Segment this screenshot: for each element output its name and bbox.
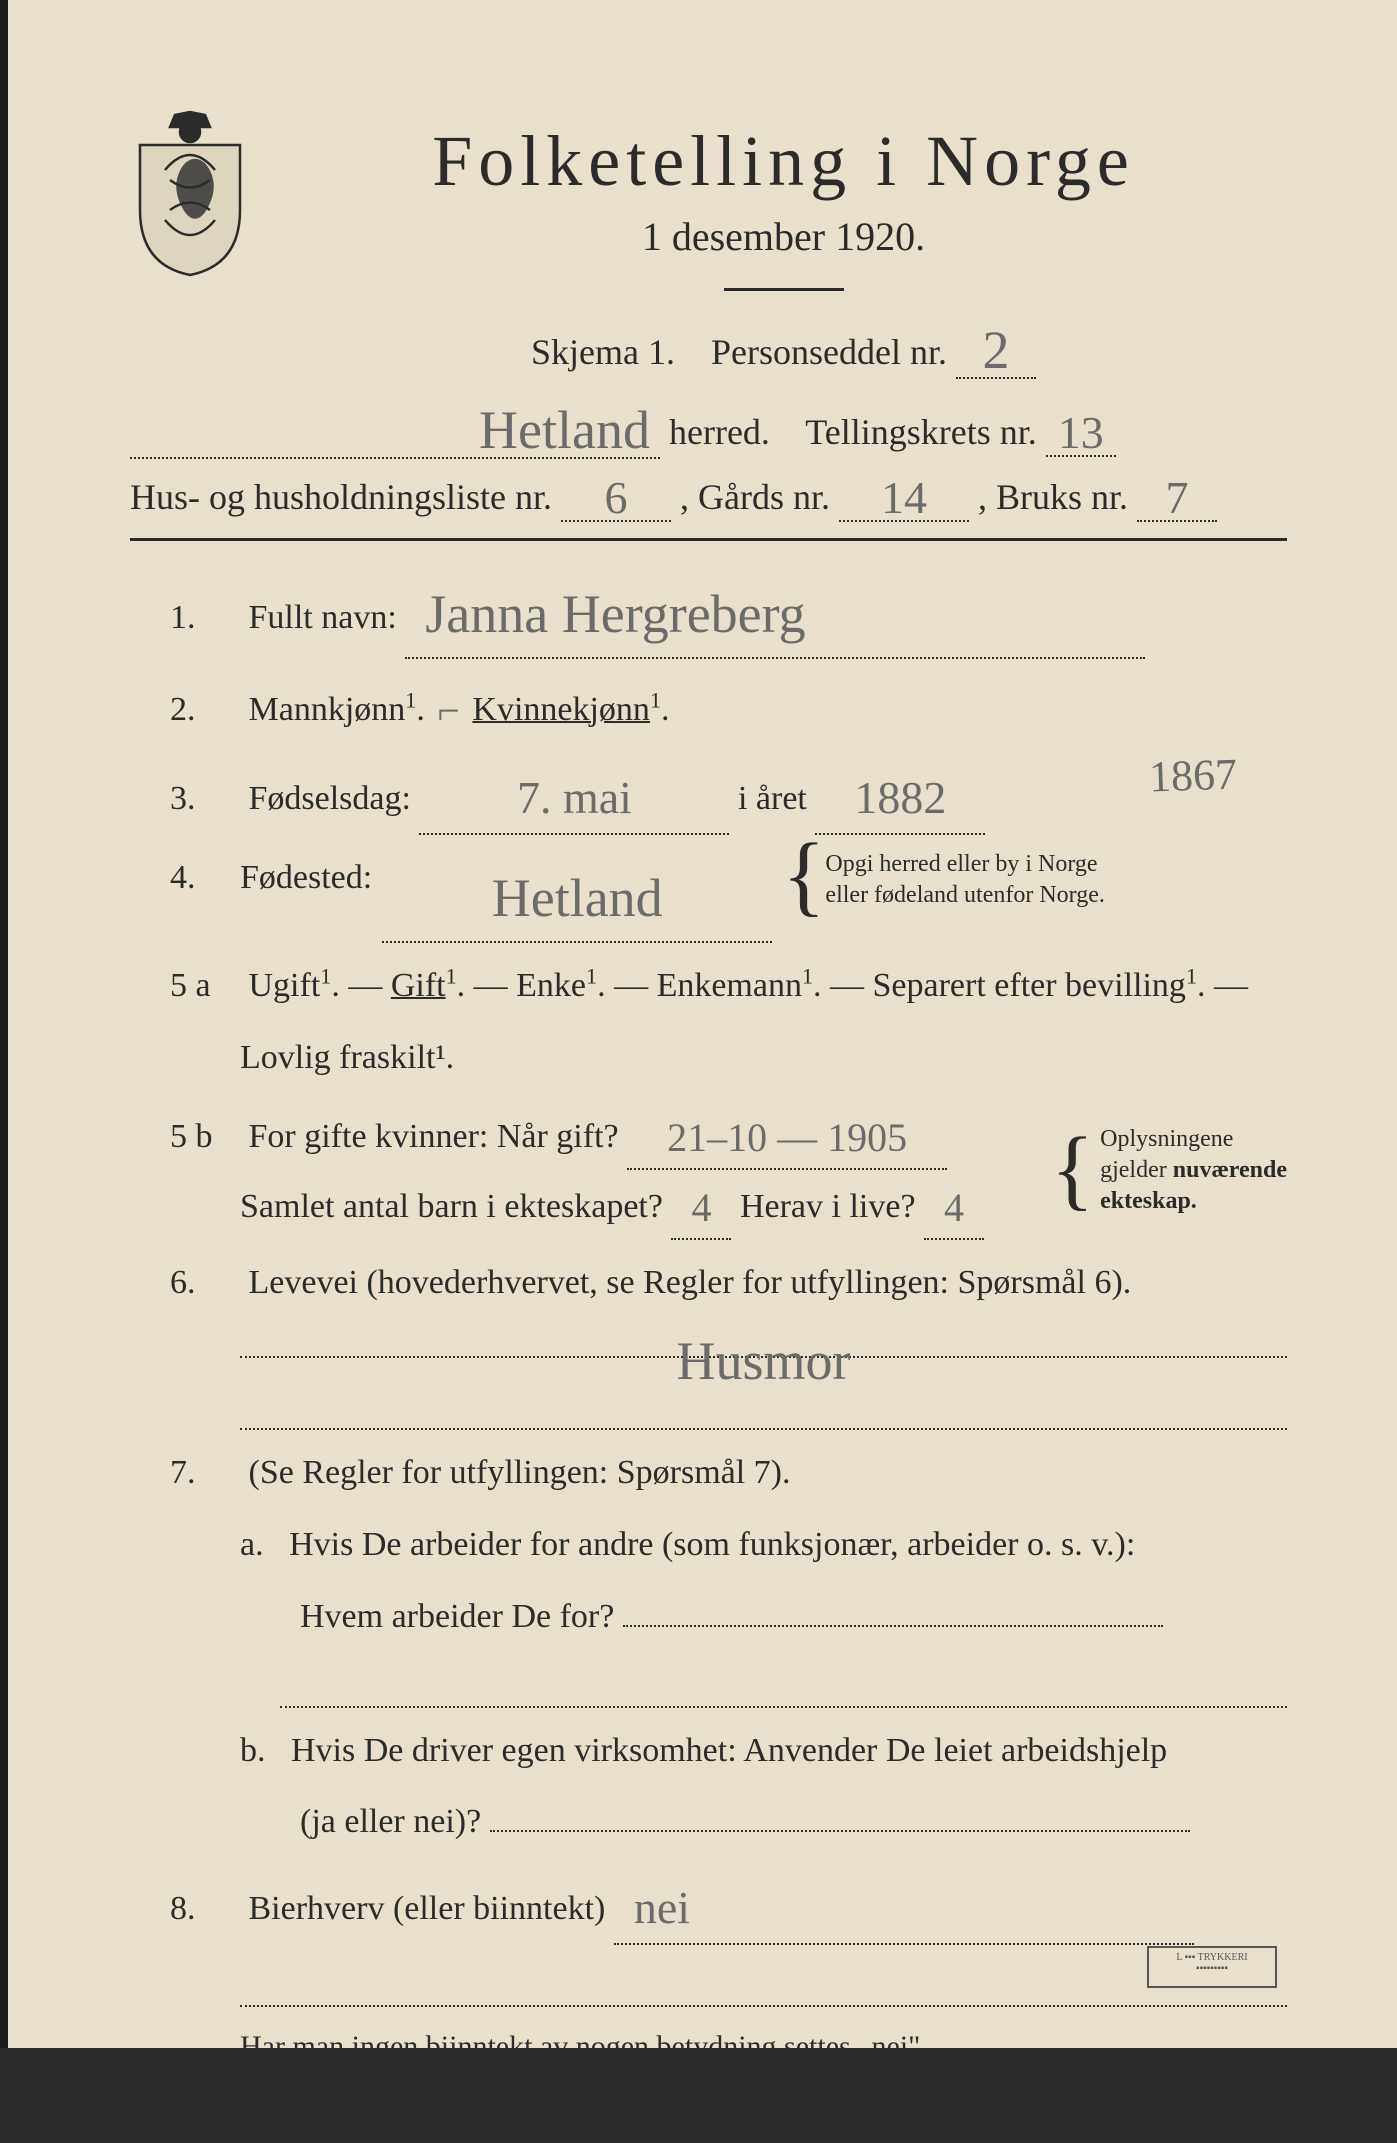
q2: 2. Mannkjønn1. ⌐ Kvinnekjønn1.	[170, 673, 1287, 741]
blank-line-2	[280, 1676, 1287, 1708]
q6: 6. Levevei (hovederhvervet, se Regler fo…	[170, 1254, 1287, 1312]
q3-year-label: i året	[738, 780, 807, 817]
q5b-val3: 4	[944, 1174, 964, 1242]
q3-label: Fødselsdag:	[249, 780, 411, 817]
q5a: 5 a Ugift1. — Gift1. — Enke1. — Enkemann…	[170, 957, 1287, 1015]
bruks-nr: 7	[1166, 471, 1189, 524]
divider	[724, 288, 844, 291]
q7a-line2: Hvem arbeider De for?	[300, 1588, 1287, 1646]
q8-value: nei	[634, 1869, 690, 1947]
q6-num: 6.	[170, 1254, 240, 1312]
q7a-text: Hvis De arbeider for andre (som funksjon…	[289, 1526, 1135, 1563]
footnote-num: 1	[130, 2114, 138, 2131]
q7a-letter: a.	[240, 1526, 264, 1563]
footnote-text: Her kan svares ved tydelig understreknin…	[150, 2116, 797, 2142]
q3-num: 3.	[170, 770, 240, 828]
census-form: Folketelling i Norge 1 desember 1920. Sk…	[0, 0, 1397, 2048]
q5b-val1: 21–10 — 1905	[667, 1104, 907, 1172]
q7a-text2: Hvem arbeider De for?	[300, 1598, 614, 1635]
final-note: Har man ingen biinntekt av nogen betydni…	[240, 2021, 1287, 2072]
q2-sup2: 1	[650, 687, 661, 712]
blank-line-1	[240, 1398, 1287, 1430]
bruks-label: , Bruks nr.	[978, 477, 1128, 517]
q2-num: 2.	[170, 681, 240, 739]
q4-note2: eller fødeland utenfor Norge.	[825, 882, 1104, 908]
hus-nr: 6	[605, 471, 628, 524]
q6-value: Husmor	[677, 1330, 851, 1392]
q4-num: 4.	[170, 849, 240, 907]
q5b: 5 b For gifte kvinner: Når gift? 21–10 —…	[170, 1100, 1287, 1240]
subtitle: 1 desember 1920.	[280, 213, 1287, 260]
q7b-text: Hvis De driver egen virksomhet: Anvender…	[291, 1732, 1167, 1769]
q7b: b. Hvis De driver egen virksomhet: Anven…	[240, 1722, 1287, 1780]
q7-num: 7.	[170, 1444, 240, 1502]
tellingskrets-nr: 13	[1058, 406, 1104, 459]
q7b-text2: (ja eller nei)?	[300, 1803, 481, 1840]
header: Folketelling i Norge 1 desember 1920. Sk…	[130, 100, 1287, 387]
q1-num: 1.	[170, 589, 240, 647]
q5a-num: 5 a	[170, 957, 240, 1015]
brace-icon: {	[782, 849, 825, 903]
herred-value: Hetland	[479, 399, 650, 461]
q5b-note1: Oplysningene	[1100, 1126, 1233, 1152]
blank-line-3	[240, 1975, 1287, 2007]
q1: 1. Fullt navn: Janna Hergreberg	[170, 565, 1287, 659]
skjema-row: Skjema 1. Personseddel nr. 2	[280, 315, 1287, 379]
personseddel-label: Personseddel nr.	[711, 332, 947, 372]
q5b-num: 5 b	[170, 1108, 240, 1166]
q3-year: 1882	[854, 759, 946, 837]
q4-note: Opgi herred eller by i Norge eller fødel…	[825, 849, 1104, 911]
herred-label: herred.	[669, 412, 770, 452]
q8: 8. Bierhverv (eller biinntekt) nei	[170, 1865, 1287, 1945]
q2-mann: Mannkjønn	[249, 691, 406, 728]
q4: 4. Fødested: Hetland { Opgi herred eller…	[170, 849, 1287, 943]
q7b-letter: b.	[240, 1732, 266, 1769]
q5b-label3: Herav i live?	[740, 1188, 916, 1225]
skjema-label: Skjema 1.	[531, 332, 675, 372]
q4-value: Hetland	[492, 853, 663, 945]
personseddel-nr: 2	[982, 319, 1009, 381]
hus-row: Hus- og husholdningsliste nr. 6 , Gårds …	[130, 467, 1287, 522]
q5b-val2: 4	[691, 1174, 711, 1242]
divider-full	[130, 538, 1287, 541]
hus-label: Hus- og husholdningsliste nr.	[130, 477, 552, 517]
margin-annotation: 1867	[1148, 748, 1238, 802]
q2-sup1: 1	[405, 687, 416, 712]
gards-nr: 14	[881, 471, 927, 524]
q7-label: (Se Regler for utfyllingen: Spørsmål 7).	[249, 1454, 791, 1491]
q5b-note: Oplysningene gjelder nuværende ekteskap.	[1100, 1124, 1287, 1218]
q7b-line2: (ja eller nei)?	[300, 1793, 1287, 1851]
printer-stamp: L ▪▪▪ TRYKKERI▪▪▪▪▪▪▪▪▪	[1147, 1946, 1277, 1988]
herred-row: Hetland herred. Tellingskrets nr. 13	[130, 395, 1287, 459]
q6-value-line: Husmor	[240, 1326, 1287, 1358]
q3: 3. Fødselsdag: 7. mai i året 1882	[170, 755, 1287, 835]
gards-label: , Gårds nr.	[680, 477, 830, 517]
q8-num: 8.	[170, 1880, 240, 1938]
q2-tick: ⌐	[437, 677, 460, 745]
q7a: a. Hvis De arbeider for andre (som funks…	[240, 1516, 1287, 1574]
q5b-note3: ekteskap.	[1100, 1188, 1197, 1214]
q7: 7. (Se Regler for utfyllingen: Spørsmål …	[170, 1444, 1287, 1502]
q1-value: Janna Hergreberg	[425, 569, 805, 661]
coat-of-arms-icon	[130, 110, 250, 280]
q2-kvinne: Kvinnekjønn	[472, 691, 650, 728]
q4-label: Fødested:	[240, 849, 372, 907]
q5b-label1: For gifte kvinner: Når gift?	[249, 1118, 619, 1155]
main-title: Folketelling i Norge	[280, 120, 1287, 203]
q5b-label2: Samlet antal barn i ekteskapet?	[240, 1188, 663, 1225]
q1-label: Fullt navn:	[249, 599, 397, 636]
q5b-note2: gjelder nuværende	[1100, 1157, 1287, 1183]
q4-note1: Opgi herred eller by i Norge	[825, 851, 1097, 877]
q6-label: Levevei (hovederhvervet, se Regler for u…	[249, 1264, 1132, 1301]
q5a-line2: Lovlig fraskilt¹.	[240, 1029, 1287, 1087]
footnote: 1 Her kan svares ved tydelig understrekn…	[130, 2102, 1287, 2143]
title-block: Folketelling i Norge 1 desember 1920. Sk…	[280, 100, 1287, 387]
q3-day: 7. mai	[517, 759, 632, 837]
q8-label: Bierhverv (eller biinntekt)	[249, 1890, 606, 1927]
brace-icon-2: {	[1051, 1143, 1094, 1197]
tellingskrets-label: Tellingskrets nr.	[805, 412, 1036, 452]
